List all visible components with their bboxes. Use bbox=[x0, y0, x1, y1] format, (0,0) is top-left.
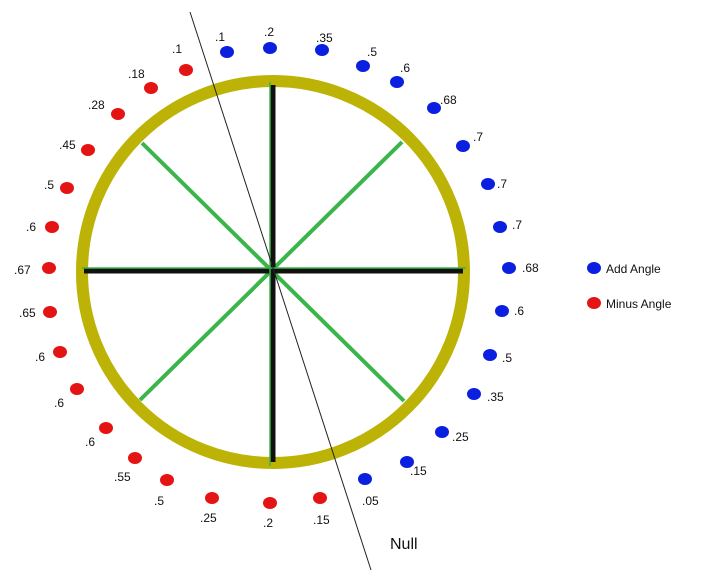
legend-add-label: Add Angle bbox=[606, 262, 661, 276]
minus-angle-point bbox=[111, 108, 125, 120]
minus-angle-point bbox=[160, 474, 174, 486]
add-angle-point bbox=[356, 60, 370, 72]
minus-angle-label: .65 bbox=[19, 306, 36, 320]
add-angle-label: .6 bbox=[514, 304, 524, 318]
null-label: Null bbox=[390, 536, 418, 553]
add-angle-label: .7 bbox=[497, 177, 507, 191]
minus-angle-point bbox=[313, 492, 327, 504]
add-angle-point bbox=[427, 102, 441, 114]
minus-angle-point bbox=[42, 262, 56, 274]
add-angle-point bbox=[358, 473, 372, 485]
minus-angle-point bbox=[60, 182, 74, 194]
add-angle-point bbox=[315, 44, 329, 56]
add-angle-label: .05 bbox=[362, 494, 379, 508]
add-angle-label: .35 bbox=[487, 390, 504, 404]
add-angle-point bbox=[481, 178, 495, 190]
minus-angle-label: .28 bbox=[88, 98, 105, 112]
minus-angle-point bbox=[99, 422, 113, 434]
add-angle-label: .5 bbox=[367, 45, 377, 59]
minus-angle-point bbox=[70, 383, 84, 395]
add-angle-point bbox=[435, 426, 449, 438]
add-angle-point bbox=[483, 349, 497, 361]
minus-angle-point bbox=[144, 82, 158, 94]
minus-angle-label: .55 bbox=[114, 470, 131, 484]
add-angle-point bbox=[456, 140, 470, 152]
add-angle-label: .25 bbox=[452, 430, 469, 444]
minus-angle-label: .45 bbox=[59, 138, 76, 152]
add-angle-points: .1 .2 .35 .5 .6 .68 .7 .7 .7 .68 .6 .5 .35 .25 .15 .05 bbox=[215, 25, 539, 508]
add-angle-point bbox=[495, 305, 509, 317]
minus-angle-label: .6 bbox=[35, 350, 45, 364]
add-angle-label: .6 bbox=[400, 61, 410, 75]
minus-angle-point bbox=[263, 497, 277, 509]
add-angle-point bbox=[263, 42, 277, 54]
spokes bbox=[82, 82, 466, 466]
minus-angle-label: .5 bbox=[154, 494, 164, 508]
add-angle-label: .15 bbox=[410, 464, 427, 478]
minus-angle-point bbox=[43, 306, 57, 318]
minus-angle-label: .5 bbox=[44, 178, 54, 192]
add-angle-label: .1 bbox=[215, 30, 225, 44]
add-angle-point bbox=[493, 221, 507, 233]
minus-angle-point bbox=[53, 346, 67, 358]
add-angle-point bbox=[467, 388, 481, 400]
minus-angle-label: .18 bbox=[128, 67, 145, 81]
minus-angle-points: .1 .18 .28 .45 .5 .6 .67 .65 .6 .6 .6 .55 .5 .25 .2 .15 bbox=[14, 42, 330, 530]
minus-angle-label: .6 bbox=[54, 396, 64, 410]
add-angle-point bbox=[400, 456, 414, 468]
legend-minus-label: Minus Angle bbox=[606, 297, 672, 311]
null-line bbox=[189, 11, 372, 571]
add-angle-label: .7 bbox=[512, 218, 522, 232]
minus-angle-label: .67 bbox=[14, 263, 31, 277]
minus-angle-label: .6 bbox=[26, 220, 36, 234]
minus-angle-label: .25 bbox=[200, 511, 217, 525]
add-angle-label: .7 bbox=[473, 130, 483, 144]
legend-add-icon bbox=[587, 262, 601, 274]
add-angle-point bbox=[220, 46, 234, 58]
outer-ring bbox=[76, 75, 470, 469]
minus-angle-label: .1 bbox=[172, 42, 182, 56]
add-angle-point bbox=[502, 262, 516, 274]
minus-angle-label: .2 bbox=[263, 516, 273, 530]
minus-angle-point bbox=[179, 64, 193, 76]
legend: Add Angle Minus Angle bbox=[587, 262, 672, 311]
minus-angle-label: .15 bbox=[313, 513, 330, 527]
add-angle-label: .68 bbox=[522, 261, 539, 275]
minus-angle-point bbox=[45, 221, 59, 233]
minus-angle-point bbox=[205, 492, 219, 504]
add-angle-label: .2 bbox=[264, 25, 274, 39]
legend-minus-icon bbox=[587, 297, 601, 309]
minus-angle-point bbox=[128, 452, 142, 464]
add-angle-label: .5 bbox=[502, 351, 512, 365]
add-angle-label: .35 bbox=[316, 31, 333, 45]
add-angle-point bbox=[390, 76, 404, 88]
add-angle-label: .68 bbox=[440, 93, 457, 107]
minus-angle-label: .6 bbox=[85, 435, 95, 449]
minus-angle-point bbox=[81, 144, 95, 156]
